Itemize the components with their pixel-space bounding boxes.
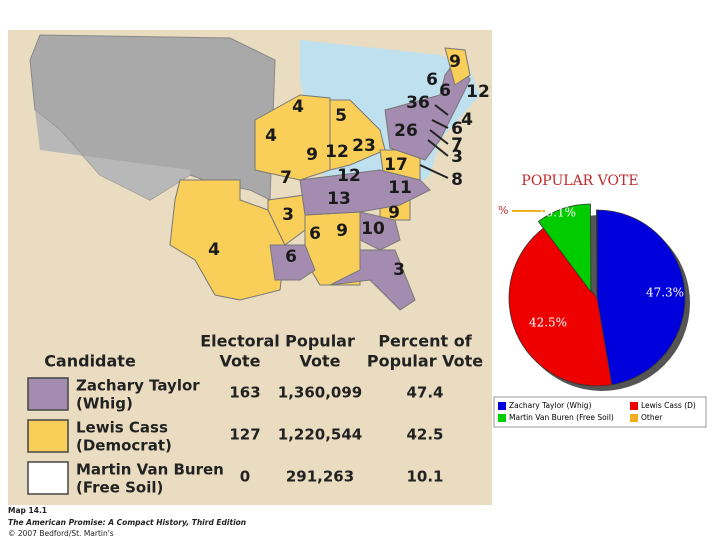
georgia — [359, 211, 401, 251]
legend-label: Lewis Cass (D) — [641, 401, 696, 410]
slice-label: 42.5% — [529, 316, 567, 330]
table-cell: 291,263 — [286, 468, 354, 486]
table-rows: Zachary Taylor(Whig) 163 1,360,099 47.4 Lewi… — [27, 377, 444, 497]
legend-swatch — [498, 414, 506, 422]
electoral-number: 23 — [352, 136, 376, 156]
header-electoral: Electoral — [200, 332, 280, 351]
maine — [444, 47, 471, 86]
map-shapes — [29, 34, 480, 311]
louisiana — [269, 244, 316, 281]
map-number: Map 14.1 — [8, 506, 47, 515]
electoral-number: 9 — [336, 221, 348, 241]
electoral-number: 4 — [265, 126, 277, 146]
pie-slice — [537, 203, 592, 294]
kentucky-tenn-nc — [299, 169, 431, 216]
table-cell: 1,220,544 — [278, 426, 362, 444]
electoral-number: 5 — [335, 106, 347, 126]
candidate-name: Martin Van Buren — [76, 461, 224, 479]
legend-swatch — [630, 414, 638, 422]
legend-label: Zachary Taylor (Whig) — [509, 401, 592, 410]
pie: 47.3% 42.5% 10.1% — [508, 203, 690, 391]
legend-label: Martin Van Buren (Free Soil) — [509, 413, 614, 422]
electoral-number: 10 — [361, 219, 385, 239]
texas — [169, 179, 286, 301]
pie-slice — [508, 226, 613, 387]
electoral-number: 4 — [292, 97, 304, 117]
electoral-number: 26 — [394, 121, 418, 141]
electoral-number: 12 — [466, 82, 490, 102]
candidate-party: (Whig) — [76, 395, 133, 413]
annotation: % — [498, 204, 508, 217]
electoral-number: 13 — [327, 189, 351, 209]
swatch — [27, 461, 69, 495]
candidate-party: (Free Soil) — [76, 479, 163, 497]
table-cell: 10.1 — [406, 468, 443, 486]
book-title: The American Promise: A Compact History,… — [8, 518, 246, 527]
electoral-number: 9 — [449, 52, 461, 72]
header-percent: Popular Vote — [367, 352, 483, 371]
florida — [329, 249, 416, 311]
electoral-number: 4 — [461, 110, 473, 130]
electoral-number: 12 — [325, 142, 349, 162]
leader-lines — [419, 104, 449, 179]
northeast-taylor — [384, 53, 471, 161]
electoral-number: 6 — [426, 70, 438, 90]
electoral-number: 3 — [451, 147, 463, 167]
header-popular: Popular — [285, 332, 355, 351]
electoral-number: 8 — [451, 170, 463, 190]
electoral-number: 6 — [451, 119, 463, 139]
territories-south — [35, 110, 190, 200]
electoral-number: 6 — [309, 224, 321, 244]
candidate-party: (Democrat) — [76, 437, 172, 455]
header-electoral: Vote — [220, 352, 261, 371]
electoral-number: 4 — [208, 240, 220, 260]
table-cell: 47.4 — [406, 384, 443, 402]
pie-title: POPULAR VOTE — [521, 173, 638, 189]
electoral-number: 12 — [337, 166, 361, 186]
slice-label: 10.1% — [538, 206, 576, 220]
swatch — [27, 377, 69, 411]
candidate-name: Zachary Taylor — [76, 377, 200, 395]
table-cell: 1,360,099 — [278, 384, 362, 402]
table-cell: 127 — [229, 426, 260, 444]
pie-slice — [596, 209, 686, 386]
arkansas — [267, 194, 306, 246]
swatch — [27, 419, 69, 453]
legend-items: Zachary Taylor (Whig) Lewis Cass (D) Marti… — [498, 401, 696, 422]
header-popular: Vote — [300, 352, 341, 371]
table-cell: 42.5 — [406, 426, 443, 444]
legend — [493, 396, 707, 428]
slice-label: 47.3% — [646, 286, 684, 300]
header-percent: Percent of — [378, 332, 472, 351]
header-candidate: Candidate — [44, 352, 136, 371]
legend-swatch — [630, 402, 638, 410]
electoral-number: 3 — [393, 260, 405, 280]
legend-label: Other — [641, 413, 663, 422]
electoral-number: 6 — [439, 81, 451, 101]
electoral-number: 7 — [280, 168, 292, 188]
electoral-number: 6 — [285, 247, 297, 267]
copyright: © 2007 Bedford/St. Martin's — [8, 529, 114, 538]
legend-swatch — [498, 402, 506, 410]
pie-slice — [596, 209, 598, 299]
table-cell: 0 — [240, 468, 250, 486]
electoral-number: 3 — [282, 205, 294, 225]
electoral-number: 9 — [388, 203, 400, 223]
electoral-number: 7 — [451, 135, 463, 155]
table-cell: 163 — [229, 384, 260, 402]
electoral-number: 9 — [306, 145, 318, 165]
candidate-name: Lewis Cass — [76, 419, 168, 437]
electoral-number: 17 — [384, 155, 408, 175]
electoral-number: 36 — [406, 93, 430, 113]
electoral-number: 11 — [388, 178, 412, 198]
